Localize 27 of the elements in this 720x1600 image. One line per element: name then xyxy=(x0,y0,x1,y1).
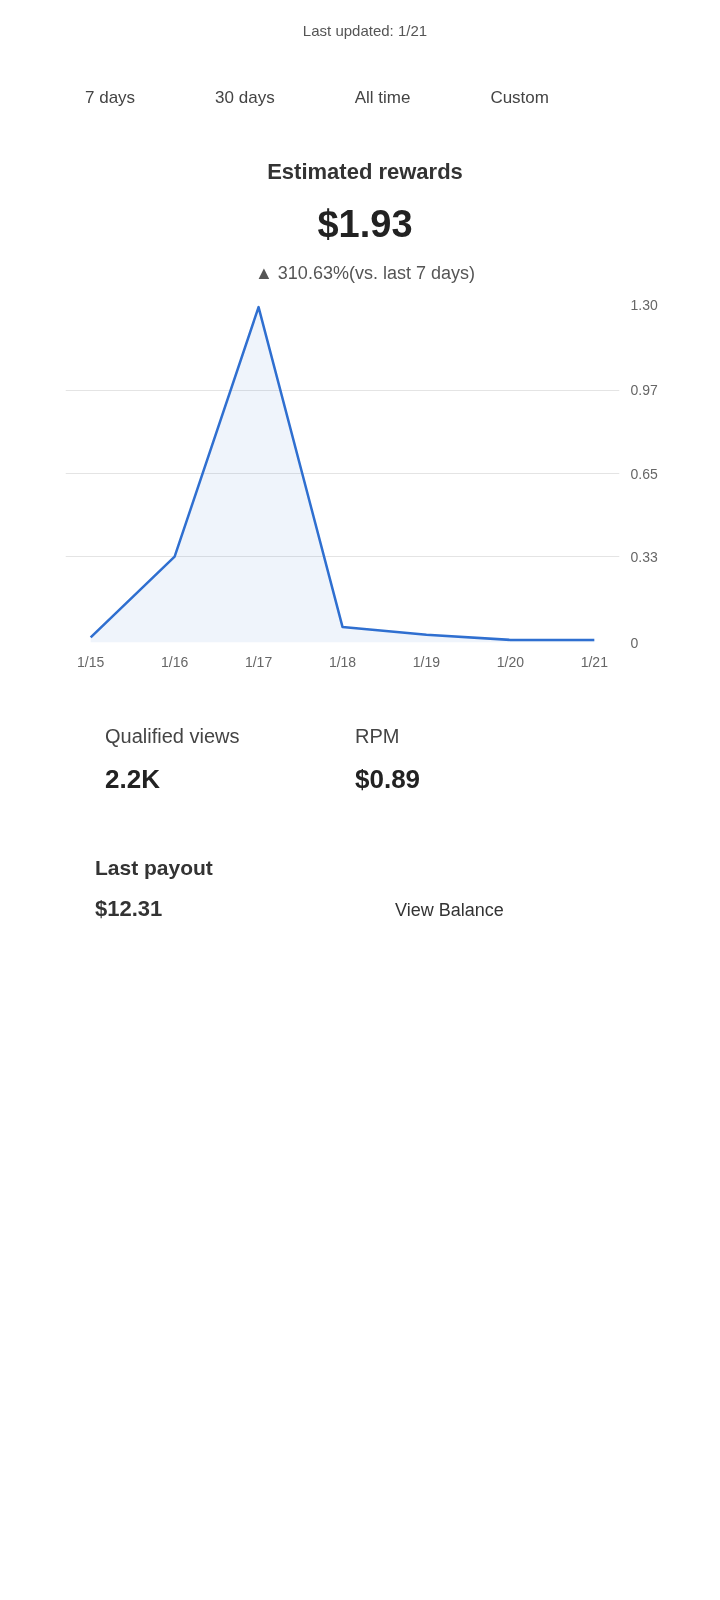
y-tick-label: 1.30 xyxy=(630,296,658,313)
x-tick-label: 1/16 xyxy=(161,653,189,670)
x-tick-label: 1/17 xyxy=(244,653,273,670)
y-tick-label: 0.33 xyxy=(630,548,658,565)
text: View Balance xyxy=(395,899,504,920)
text: Last updated: 1/21 xyxy=(302,21,428,41)
text: Last payout xyxy=(95,854,213,881)
text: ▲ 310.63%(vs. last 7 days) xyxy=(255,262,475,286)
x-tick-label: 1/18 xyxy=(328,653,357,670)
x-tick-label: 1/21 xyxy=(580,653,609,670)
text: All time xyxy=(354,88,411,108)
text: 7 days xyxy=(85,88,136,108)
x-tick-label: 1/15 xyxy=(77,653,105,670)
chart-title: Estimated rewards xyxy=(267,157,463,186)
text: 30 days xyxy=(215,88,275,108)
y-tick-label: 0 xyxy=(630,634,639,651)
x-tick-label: 1/20 xyxy=(496,653,525,670)
text: $0.89 xyxy=(355,763,421,794)
text: Custom xyxy=(490,88,549,108)
text: RPM xyxy=(355,725,400,748)
y-tick-label: 0.65 xyxy=(630,465,658,482)
x-tick-label: 1/19 xyxy=(412,653,441,670)
y-tick-label: 0.97 xyxy=(630,382,658,399)
chart-subtitle: $1.93 xyxy=(317,202,413,248)
text: 2.2K xyxy=(105,762,161,796)
text: $12.31 xyxy=(95,894,164,923)
text: Qualified views xyxy=(105,724,241,750)
